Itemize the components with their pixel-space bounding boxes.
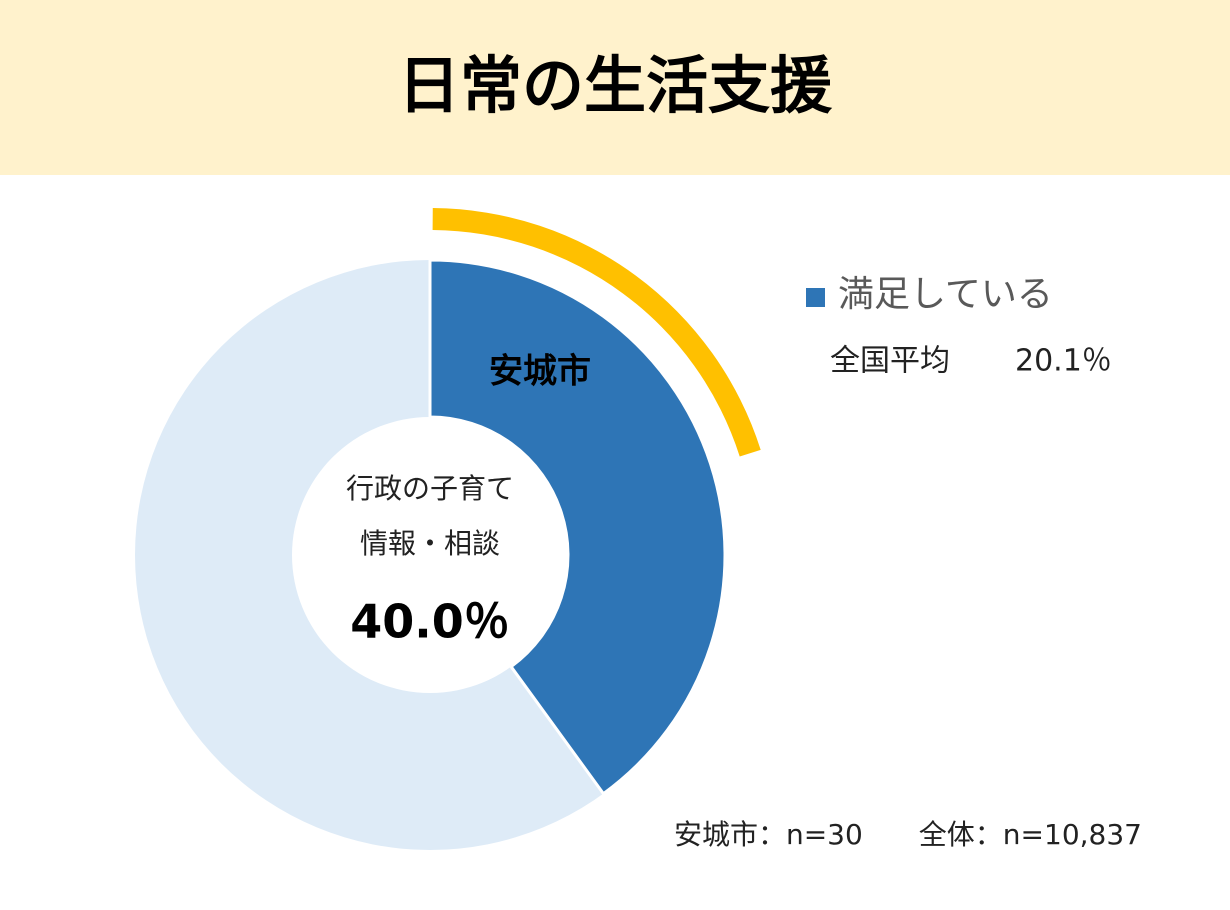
title-bar bbox=[0, 0, 1230, 175]
center-label: 行政の子育て bbox=[346, 472, 514, 505]
benchmark-label: 全国平均 bbox=[830, 344, 950, 379]
chart-title: 日常の生活支援 bbox=[398, 49, 833, 122]
value-label: 40.0％ bbox=[350, 595, 510, 649]
donut-hole bbox=[292, 417, 568, 693]
segment-label: 安城市 bbox=[489, 352, 591, 392]
legend-swatch bbox=[806, 288, 825, 307]
benchmark-arc bbox=[432, 208, 761, 457]
benchmark-value: 20.1％ bbox=[1015, 344, 1112, 379]
center-label: 情報・相談 bbox=[360, 527, 500, 560]
legend-label: 満足している bbox=[838, 274, 1053, 315]
sample-note: 安城市：n=30 全体：n=10,837 bbox=[674, 818, 1142, 851]
